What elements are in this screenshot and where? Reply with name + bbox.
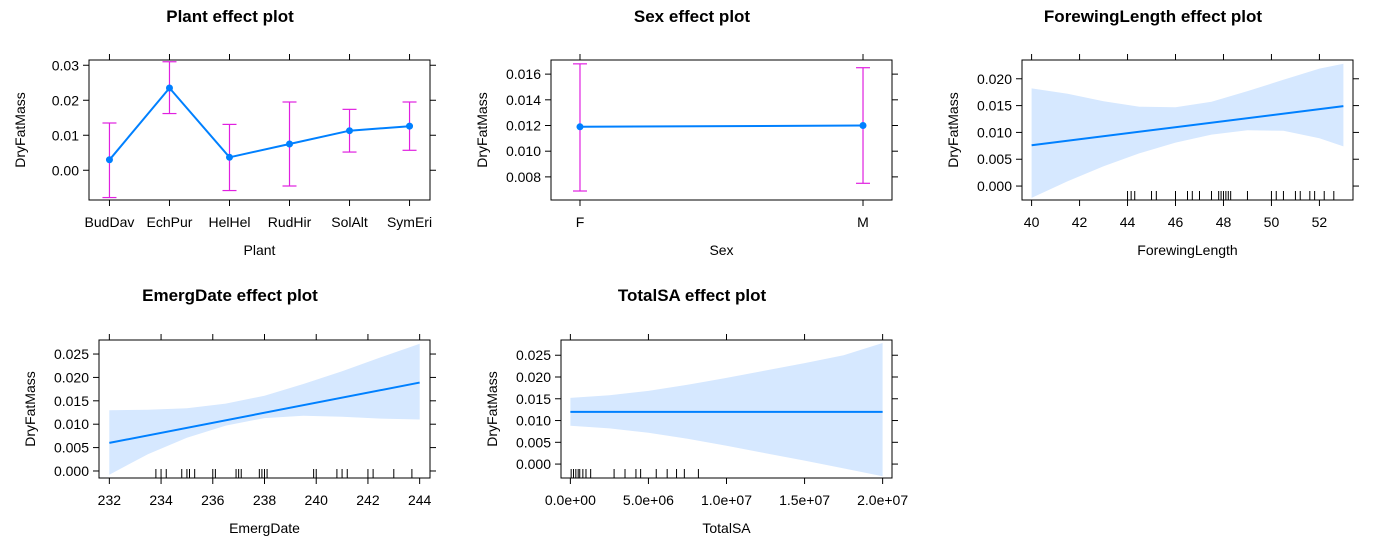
forewing-xtick-label: 44 [1120,214,1136,230]
sex-xtick-label: F [576,214,585,230]
forewing-xtick-label: 52 [1312,214,1328,230]
plant-ytick-label: 0.00 [52,162,79,178]
forewing-confidence-band [1031,63,1344,198]
totalsa-ytick-label: 0.005 [516,434,551,450]
plant-point [286,140,294,148]
totalsa-y-axis-label: DryFatMass [484,371,500,446]
totalsa-x-axis-label: TotalSA [702,520,751,536]
forewing-ytick-label: 0.015 [977,98,1012,114]
plant-xtick-label: SolAlt [331,214,368,230]
plant-point [225,153,233,161]
emerg-ytick-label: 0.010 [54,416,89,432]
forewing-y-axis-label: DryFatMass [945,92,961,167]
sex-title: Sex effect plot [634,7,751,26]
totalsa-ytick-label: 0.010 [516,413,551,429]
emerg-ytick-label: 0.000 [54,463,89,479]
totalsa-ytick-label: 0.015 [516,391,551,407]
sex-x-axis-label: Sex [709,242,733,258]
plant-effect-line [108,86,410,161]
totalsa-xtick-label: 1.0e+07 [701,492,752,508]
forewing-xtick-label: 40 [1024,214,1040,230]
forewing-panel: ForewingLength effect plot 0.000 0.005 0.01… [945,7,1359,258]
emerg-panel: EmergDate effect plot 0.000 0.005 0.010 0.01… [22,286,436,536]
emerg-ytick-label: 0.005 [54,440,89,456]
totalsa-xtick-label: 2.0e+07 [857,492,908,508]
sex-panel: Sex effect plot 0.008 0.010 0.012 0.014 0.016… [474,7,898,258]
plant-x-axis-label: Plant [244,242,276,258]
sex-ytick-label: 0.016 [506,66,541,82]
totalsa-xtick-label: 1.5e+07 [779,492,830,508]
emerg-xtick-label: 234 [149,492,173,508]
plant-frame [88,59,431,201]
totalsa-ytick-label: 0.020 [516,369,551,385]
emerg-ytick-label: 0.020 [54,369,89,385]
totalsa-ytick-label: 0.000 [516,456,551,472]
totalsa-panel: TotalSA effect plot 0.000 0.005 0.010 0.015 0… [484,286,908,536]
plant-ytick-label: 0.01 [52,127,79,143]
sex-effect-line [579,124,864,128]
plant-xtick-label: BudDav [85,214,135,230]
plant-ytick-label: 0.03 [52,57,79,73]
totalsa-title: TotalSA effect plot [618,286,767,305]
plant-panel: Plant effect plot 0.00 0.01 0.02 0.03 BudDav E… [12,7,436,258]
totalsa-confidence-band [570,343,883,477]
sex-ytick-label: 0.014 [506,92,541,108]
forewing-effect-line [1031,105,1344,147]
sex-point [576,123,584,131]
sex-xtick-label: M [857,214,869,230]
plant-point [406,122,414,130]
sex-ytick-label: 0.012 [506,118,541,134]
sex-point [859,122,867,130]
plant-xtick-label: EchPur [147,214,193,230]
forewing-xtick-label: 46 [1168,214,1184,230]
emerg-title: EmergDate effect plot [142,286,318,305]
plant-point [165,84,173,92]
forewing-xtick-label: 48 [1216,214,1232,230]
plant-xtick-label: HelHel [208,214,250,230]
sex-ytick-label: 0.010 [506,143,541,159]
forewing-xtick-label: 50 [1264,214,1280,230]
plant-point [346,127,354,135]
totalsa-ytick-label: 0.025 [516,347,551,363]
plant-point [105,156,113,164]
emerg-y-axis-label: DryFatMass [22,371,38,446]
emerg-effect-line [109,381,420,444]
emerg-ytick-label: 0.015 [54,393,89,409]
emerg-xtick-label: 244 [408,492,432,508]
sex-ytick-label: 0.008 [506,169,541,185]
plant-ytick-label: 0.02 [52,92,79,108]
emerg-xtick-label: 236 [201,492,225,508]
forewing-ytick-label: 0.020 [977,71,1012,87]
emerg-xtick-label: 238 [253,492,277,508]
forewing-x-axis-label: ForewingLength [1137,242,1237,258]
emerg-xtick-label: 232 [98,492,122,508]
emerg-xtick-label: 240 [305,492,329,508]
emerg-confidence-band [109,343,420,475]
totalsa-xtick-label: 5.0e+06 [623,492,674,508]
emerg-x-axis-label: EmergDate [229,520,300,536]
forewing-ytick-label: 0.005 [977,151,1012,167]
forewing-ytick-label: 0.000 [977,178,1012,194]
forewing-ytick-label: 0.010 [977,124,1012,140]
plant-xtick-label: SymEri [387,214,432,230]
emerg-ytick-label: 0.025 [54,346,89,362]
sex-frame [550,59,893,201]
totalsa-xtick-label: 0.0e+00 [545,492,596,508]
emerg-xtick-label: 242 [356,492,380,508]
forewing-title: ForewingLength effect plot [1044,7,1262,26]
plant-xtick-label: RudHir [268,214,312,230]
plant-title: Plant effect plot [166,7,294,26]
sex-y-axis-label: DryFatMass [474,92,490,167]
forewing-xtick-label: 42 [1072,214,1088,230]
plant-y-axis-label: DryFatMass [12,92,28,167]
